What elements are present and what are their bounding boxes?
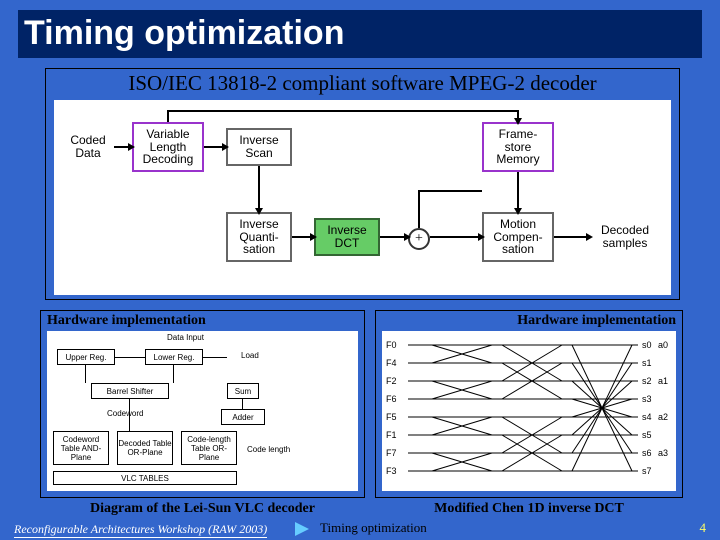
vlc-diagram: Data Input Upper Reg. Lower Reg. Load Ba… [47, 331, 358, 491]
arrowhead-icon [586, 233, 593, 241]
svg-text:s2: s2 [642, 376, 652, 386]
svg-text:s4: s4 [642, 412, 652, 422]
edge [242, 399, 243, 409]
arrowhead-icon [310, 233, 317, 241]
edge [129, 399, 130, 431]
vlc-lower-reg: Lower Reg. [145, 349, 203, 365]
node-framestore-memory: Frame- store Memory [482, 122, 554, 172]
footer-breadcrumb: Timing optimization [320, 520, 427, 536]
footer-conference: Reconfigurable Architectures Workshop (R… [14, 522, 267, 538]
vlc-tables: VLC TABLES [53, 471, 237, 485]
vlc-label-data-input: Data Input [167, 333, 204, 342]
edge [258, 166, 260, 212]
arrowhead-icon [255, 208, 263, 215]
vlc-cw-and-plane: Codeword Table AND-Plane [53, 431, 109, 465]
edge [85, 365, 86, 383]
vlc-label-codelen: Code length [247, 445, 290, 454]
edge [418, 190, 482, 192]
vlc-label-codeword: Codeword [107, 409, 143, 418]
svg-text:F2: F2 [386, 376, 397, 386]
arrowhead-icon [478, 233, 485, 241]
svg-text:s6: s6 [642, 448, 652, 458]
arrowhead-icon [128, 143, 135, 151]
breadcrumb-arrow-icon [295, 522, 309, 536]
hw-right-panel: Hardware implementation [375, 310, 683, 498]
svg-text:s7: s7 [642, 466, 652, 476]
svg-text:F4: F4 [386, 358, 397, 368]
vlc-label-load: Load [241, 351, 259, 360]
caption-right: Modified Chen 1D inverse DCT [375, 501, 683, 517]
edge [418, 190, 420, 228]
svg-text:F6: F6 [386, 394, 397, 404]
node-inverse-scan: Inverse Scan [226, 128, 292, 166]
edge [115, 357, 145, 358]
svg-text:a1: a1 [658, 376, 668, 386]
edge [173, 365, 174, 383]
svg-text:s0: s0 [642, 340, 652, 350]
vlc-barrel-shifter: Barrel Shifter [91, 383, 169, 399]
decoder-panel: ISO/IEC 13818-2 compliant software MPEG-… [45, 68, 680, 300]
svg-text:F5: F5 [386, 412, 397, 422]
svg-text:F7: F7 [386, 448, 397, 458]
svg-text:s1: s1 [642, 358, 652, 368]
node-decoded-samples: Decoded samples [590, 220, 660, 254]
vlc-upper-reg: Upper Reg. [57, 349, 115, 365]
hw-right-label: Hardware implementation [376, 311, 682, 331]
edge [430, 236, 482, 238]
arrowhead-icon [222, 143, 229, 151]
slide-title: Timing optimization [18, 10, 702, 58]
hw-left-label: Hardware implementation [41, 311, 364, 331]
arrowhead-icon [514, 118, 522, 125]
vlc-sum: Sum [227, 383, 259, 399]
decoder-diagram: Coded Data Variable Length Decoding Inve… [54, 100, 671, 295]
node-vld: Variable Length Decoding [132, 122, 204, 172]
footer: Reconfigurable Architectures Workshop (R… [0, 520, 720, 538]
svg-text:s3: s3 [642, 394, 652, 404]
edge [517, 172, 519, 212]
svg-text:a2: a2 [658, 412, 668, 422]
chen-diagram: F0F4 F2F6 F5F1 F7F3 s0s1 s2s3 s4s5 s6s7 … [382, 331, 676, 491]
butterfly-svg: F0F4 F2F6 F5F1 F7F3 s0s1 s2s3 s4s5 s6s7 … [382, 331, 678, 491]
svg-text:a0: a0 [658, 340, 668, 350]
node-inverse-dct: Inverse DCT [314, 218, 380, 256]
sum-node: + [408, 228, 430, 250]
arrowhead-icon [404, 233, 411, 241]
svg-text:F0: F0 [386, 340, 397, 350]
vlc-codelen-or-plane: Code-length Table OR-Plane [181, 431, 237, 465]
decoder-panel-title: ISO/IEC 13818-2 compliant software MPEG-… [46, 69, 679, 100]
caption-left: Diagram of the Lei-Sun VLC decoder [40, 501, 365, 517]
edge [203, 357, 227, 358]
node-inverse-quant: Inverse Quanti- sation [226, 212, 292, 262]
svg-text:s5: s5 [642, 430, 652, 440]
node-motion-comp: Motion Compen- sation [482, 212, 554, 262]
edge [167, 110, 517, 112]
svg-text:F3: F3 [386, 466, 397, 476]
edge [554, 236, 590, 238]
vlc-adder: Adder [221, 409, 265, 425]
vlc-decoded-or-plane: Decoded Table OR-Plane [117, 431, 173, 465]
node-coded-data: Coded Data [62, 128, 114, 166]
arrowhead-icon [514, 208, 522, 215]
hw-left-panel: Hardware implementation Data Input Upper… [40, 310, 365, 498]
page-number: 4 [700, 520, 707, 536]
svg-text:F1: F1 [386, 430, 397, 440]
svg-text:a3: a3 [658, 448, 668, 458]
